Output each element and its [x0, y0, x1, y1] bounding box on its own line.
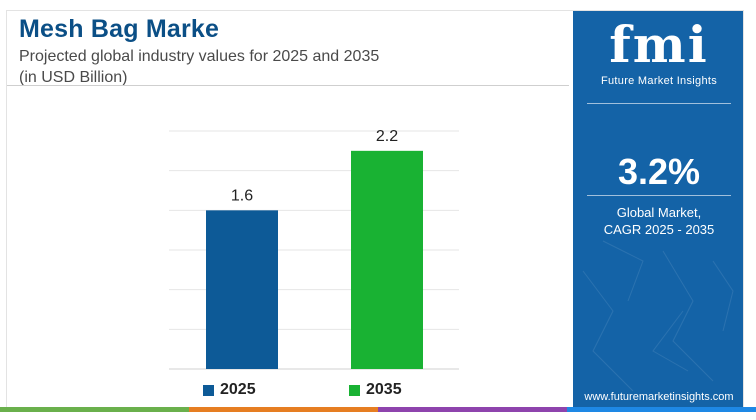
bar-2035 — [351, 150, 423, 369]
data-label-2025: 1.6 — [231, 187, 253, 204]
website-link[interactable]: www.futuremarketinsights.com — [584, 391, 734, 403]
cagr-label-line-1: Global Market, — [616, 205, 702, 220]
header-divider — [7, 85, 569, 86]
data-label-2035: 2.2 — [376, 128, 398, 145]
brand-panel: fmi Future Market Insights 3.2% Global M… — [573, 11, 743, 409]
logo-text: Future Market Insights — [600, 75, 718, 87]
panel-divider-cagr — [587, 195, 731, 196]
legend-item-2025: 2025 — [203, 381, 256, 399]
footer-segment — [0, 407, 189, 412]
subtitle-line-1: Projected global industry values for 202… — [19, 48, 380, 65]
cagr-label: Global Market, CAGR 2025 - 2035 — [573, 204, 743, 238]
fmi-logo: fmi Future Market Insights — [573, 15, 743, 88]
legend-swatch-2035 — [349, 384, 360, 396]
legend-item-2035: 2035 — [349, 381, 402, 399]
page-title: Mesh Bag Marke — [19, 15, 220, 43]
legend-label-2035: 2035 — [366, 381, 402, 398]
subtitle-line-2: (in USD Billion) — [19, 69, 128, 86]
legend-label-2025: 2025 — [220, 381, 256, 398]
cagr-value: 3.2% — [617, 151, 701, 192]
footer-segment — [567, 407, 756, 412]
cagr-label-line-2: CAGR 2025 - 2035 — [603, 222, 715, 237]
footer-segment — [378, 407, 567, 412]
footer-segment — [189, 407, 378, 412]
logo-mark: fmi — [609, 15, 709, 74]
bar-2025 — [206, 210, 278, 369]
infographic-card: Mesh Bag Marke Projected global industry… — [6, 10, 744, 410]
panel-divider-top — [587, 103, 731, 104]
panel-texture — [582, 240, 734, 392]
bar-chart: 1.6 2.2 — [169, 128, 459, 370]
legend-swatch-2025 — [203, 384, 214, 396]
chart-subtitle: Projected global industry values for 202… — [19, 46, 439, 88]
footer-color-bar — [0, 407, 756, 412]
